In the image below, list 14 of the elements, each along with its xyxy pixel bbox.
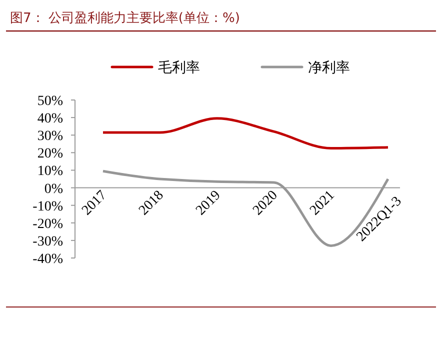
y-tick-label: 10%	[37, 164, 64, 180]
y-tick-label: 40%	[37, 112, 64, 127]
y-tick-label: -40%	[32, 252, 64, 267]
y-tick-label: 50%	[37, 94, 64, 109]
legend-label: 毛利率	[158, 60, 200, 76]
y-tick-label: 20%	[37, 146, 64, 162]
y-tick-label: -20%	[32, 216, 64, 232]
y-tick-label: -30%	[32, 234, 64, 250]
legend-label: 净利率	[308, 60, 350, 76]
y-tick-label: -10%	[32, 199, 64, 214]
chart-title: 图7： 公司盈利能力主要比率(单位：%)	[10, 10, 240, 26]
line-series	[102, 117, 390, 150]
y-tick-label: 0%	[44, 182, 64, 197]
y-tick-label: 30%	[37, 129, 64, 144]
